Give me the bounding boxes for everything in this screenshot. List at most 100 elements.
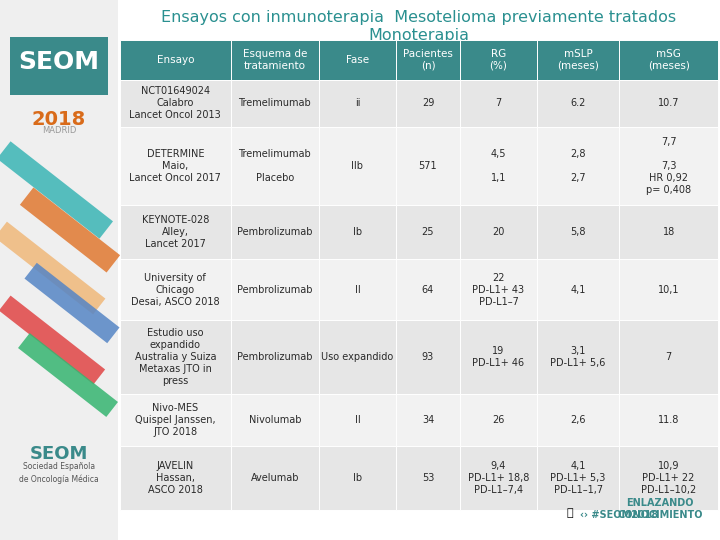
Bar bbox=[619, 259, 718, 320]
Bar bbox=[319, 394, 396, 445]
Text: Ensayo: Ensayo bbox=[156, 55, 194, 65]
Text: 7: 7 bbox=[495, 98, 502, 109]
Text: II: II bbox=[354, 285, 360, 295]
Text: 25: 25 bbox=[422, 227, 434, 237]
Text: 4,1: 4,1 bbox=[570, 285, 586, 295]
Text: 7: 7 bbox=[665, 352, 672, 362]
Bar bbox=[460, 259, 537, 320]
Bar bbox=[230, 394, 319, 445]
Text: mSLP
(meses): mSLP (meses) bbox=[557, 49, 599, 71]
Bar bbox=[460, 126, 537, 205]
Text: 10,9
PD-L1+ 22
PD-L1–10,2: 10,9 PD-L1+ 22 PD-L1–10,2 bbox=[641, 461, 696, 495]
Bar bbox=[230, 40, 319, 80]
Text: Pembrolizumab: Pembrolizumab bbox=[237, 285, 312, 295]
Bar bbox=[396, 126, 460, 205]
Text: SEOM: SEOM bbox=[19, 50, 99, 74]
Text: Ensayos con inmunoterapia  Mesotelioma previamente tratados: Ensayos con inmunoterapia Mesotelioma pr… bbox=[161, 10, 677, 25]
Bar bbox=[319, 40, 396, 80]
Text: Avelumab: Avelumab bbox=[251, 472, 299, 483]
Polygon shape bbox=[0, 295, 105, 384]
Text: Nivolumab: Nivolumab bbox=[248, 415, 301, 424]
Text: 34: 34 bbox=[422, 415, 434, 424]
Bar bbox=[319, 126, 396, 205]
Bar bbox=[460, 446, 537, 510]
Text: 2,8

2,7: 2,8 2,7 bbox=[570, 149, 586, 183]
Text: Nivo-MES
Quispel Janssen,
JTO 2018: Nivo-MES Quispel Janssen, JTO 2018 bbox=[135, 402, 215, 436]
Bar bbox=[460, 40, 537, 80]
Text: Tremelimumab

Placebo: Tremelimumab Placebo bbox=[238, 149, 311, 183]
Bar bbox=[537, 40, 619, 80]
Text: Tremelimumab: Tremelimumab bbox=[238, 98, 311, 109]
Bar bbox=[396, 205, 460, 259]
Text: 10.7: 10.7 bbox=[658, 98, 680, 109]
Polygon shape bbox=[18, 333, 118, 417]
Text: Esquema de
tratamiento: Esquema de tratamiento bbox=[243, 49, 307, 71]
Bar bbox=[120, 40, 230, 80]
Text: 🐦: 🐦 bbox=[567, 508, 573, 518]
Bar bbox=[319, 446, 396, 510]
Text: NCT01649024
Calabro
Lancet Oncol 2013: NCT01649024 Calabro Lancet Oncol 2013 bbox=[130, 86, 221, 120]
Polygon shape bbox=[0, 221, 105, 314]
Bar bbox=[120, 320, 230, 394]
Bar bbox=[537, 259, 619, 320]
Text: 26: 26 bbox=[492, 415, 505, 424]
Bar bbox=[319, 320, 396, 394]
Bar bbox=[537, 126, 619, 205]
Bar bbox=[619, 446, 718, 510]
Text: 10,1: 10,1 bbox=[658, 285, 680, 295]
Bar bbox=[460, 320, 537, 394]
Text: Ib: Ib bbox=[353, 472, 362, 483]
Text: KEYNOTE-028
Alley,
Lancet 2017: KEYNOTE-028 Alley, Lancet 2017 bbox=[142, 215, 209, 249]
Bar bbox=[396, 394, 460, 445]
Text: II: II bbox=[354, 415, 360, 424]
Bar bbox=[230, 205, 319, 259]
Bar bbox=[120, 80, 230, 126]
Bar bbox=[120, 205, 230, 259]
Bar bbox=[460, 205, 537, 259]
Text: 93: 93 bbox=[422, 352, 434, 362]
Text: mSG
(meses): mSG (meses) bbox=[648, 49, 690, 71]
Text: Monoterapia: Monoterapia bbox=[369, 28, 469, 43]
Bar bbox=[230, 320, 319, 394]
Bar bbox=[619, 40, 718, 80]
Text: 19
PD-L1+ 46: 19 PD-L1+ 46 bbox=[472, 346, 525, 368]
Bar bbox=[619, 205, 718, 259]
Text: SEOM: SEOM bbox=[30, 445, 88, 463]
Polygon shape bbox=[20, 187, 120, 273]
Text: 2,6: 2,6 bbox=[570, 415, 586, 424]
Bar bbox=[396, 40, 460, 80]
Bar bbox=[230, 446, 319, 510]
Text: 2018: 2018 bbox=[32, 110, 86, 129]
Text: 7,7

7,3
HR 0,92
p= 0,408: 7,7 7,3 HR 0,92 p= 0,408 bbox=[646, 137, 691, 195]
Text: 53: 53 bbox=[422, 472, 434, 483]
Text: 571: 571 bbox=[418, 161, 437, 171]
Bar bbox=[319, 259, 396, 320]
Text: 9,4
PD-L1+ 18,8
PD-L1–7,4: 9,4 PD-L1+ 18,8 PD-L1–7,4 bbox=[468, 461, 529, 495]
Polygon shape bbox=[0, 141, 113, 239]
Text: Ib: Ib bbox=[353, 227, 362, 237]
Text: University of
Chicago
Desai, ASCO 2018: University of Chicago Desai, ASCO 2018 bbox=[131, 273, 220, 307]
Text: MADRID: MADRID bbox=[42, 126, 76, 135]
Text: JAVELIN
Hassan,
ASCO 2018: JAVELIN Hassan, ASCO 2018 bbox=[148, 461, 203, 495]
Bar bbox=[230, 126, 319, 205]
Bar bbox=[619, 320, 718, 394]
Bar bbox=[120, 259, 230, 320]
Text: ENLAZANDO
CONOCIMIENTO: ENLAZANDO CONOCIMIENTO bbox=[617, 498, 703, 520]
Bar bbox=[120, 126, 230, 205]
Bar bbox=[396, 446, 460, 510]
Text: RG
(%): RG (%) bbox=[490, 49, 508, 71]
Text: ii: ii bbox=[355, 98, 360, 109]
Text: DETERMINE
Maio,
Lancet Oncol 2017: DETERMINE Maio, Lancet Oncol 2017 bbox=[130, 149, 221, 183]
Bar bbox=[0, 0, 118, 540]
Text: 22
PD-L1+ 43
PD-L1–7: 22 PD-L1+ 43 PD-L1–7 bbox=[472, 273, 525, 307]
Bar bbox=[619, 126, 718, 205]
Text: Sociedad Española
de Oncología Médica: Sociedad Española de Oncología Médica bbox=[19, 462, 99, 483]
Bar bbox=[619, 394, 718, 445]
Text: 29: 29 bbox=[422, 98, 434, 109]
Text: 3,1
PD-L1+ 5,6: 3,1 PD-L1+ 5,6 bbox=[550, 346, 606, 368]
Bar bbox=[537, 205, 619, 259]
Text: Pembrolizumab: Pembrolizumab bbox=[237, 352, 312, 362]
Bar bbox=[230, 259, 319, 320]
Bar bbox=[230, 80, 319, 126]
Bar bbox=[10, 37, 108, 95]
